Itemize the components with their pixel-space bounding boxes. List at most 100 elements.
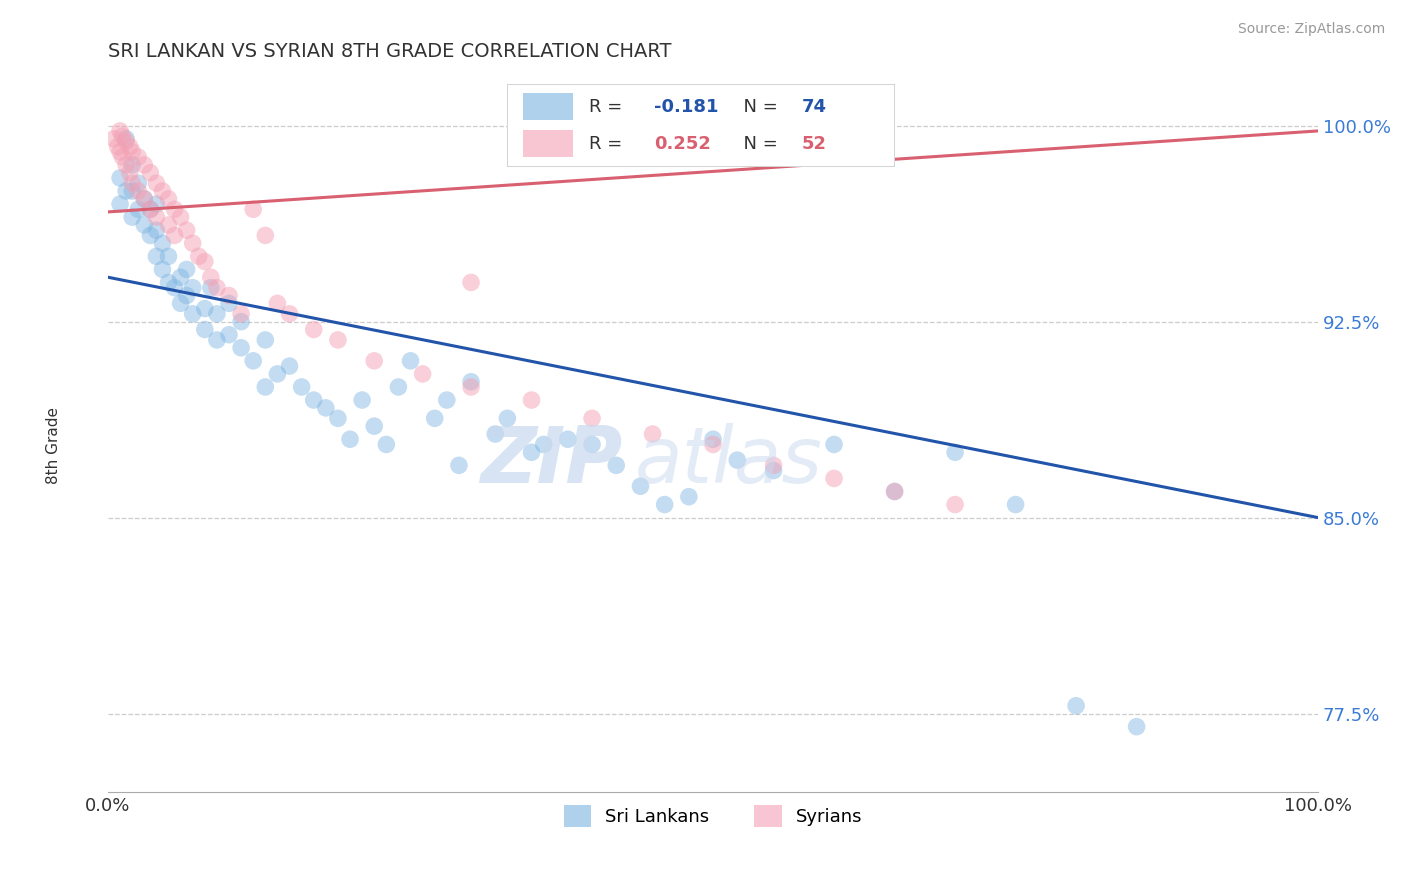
Point xyxy=(145,176,167,190)
Point xyxy=(254,380,277,394)
Point xyxy=(641,427,664,442)
Point xyxy=(145,223,167,237)
Point xyxy=(363,354,385,368)
Point xyxy=(163,202,186,217)
Point xyxy=(121,210,143,224)
Point xyxy=(399,354,422,368)
Point xyxy=(205,333,228,347)
Point xyxy=(169,296,191,310)
Point xyxy=(375,437,398,451)
Point xyxy=(254,228,277,243)
Point xyxy=(205,281,228,295)
Point xyxy=(266,367,288,381)
Point xyxy=(139,228,162,243)
Point xyxy=(460,276,482,290)
Point xyxy=(187,249,209,263)
Point xyxy=(605,458,627,473)
Point xyxy=(157,249,180,263)
Point xyxy=(115,134,138,148)
Point xyxy=(121,145,143,159)
Point xyxy=(152,236,174,251)
Point xyxy=(218,288,240,302)
Point xyxy=(127,150,149,164)
Point xyxy=(302,322,325,336)
Point xyxy=(163,281,186,295)
Point xyxy=(194,301,217,316)
Point xyxy=(108,197,131,211)
Point xyxy=(115,184,138,198)
Point xyxy=(218,327,240,342)
Point xyxy=(339,432,361,446)
Point xyxy=(423,411,446,425)
Point xyxy=(436,392,458,407)
Point xyxy=(520,445,543,459)
Point xyxy=(111,150,134,164)
Point xyxy=(725,453,748,467)
Point xyxy=(118,166,141,180)
Point xyxy=(194,254,217,268)
Point xyxy=(883,484,905,499)
Point xyxy=(194,322,217,336)
Point xyxy=(630,479,652,493)
Point xyxy=(762,458,785,473)
Point xyxy=(127,176,149,190)
Text: SRI LANKAN VS SYRIAN 8TH GRADE CORRELATION CHART: SRI LANKAN VS SYRIAN 8TH GRADE CORRELATI… xyxy=(108,42,672,61)
Point xyxy=(121,158,143,172)
Point xyxy=(1125,720,1147,734)
Point xyxy=(205,307,228,321)
Text: atlas: atlas xyxy=(634,424,823,500)
Point xyxy=(823,437,845,451)
Point xyxy=(103,132,125,146)
Point xyxy=(115,158,138,172)
Point xyxy=(581,437,603,451)
Point xyxy=(139,202,162,217)
Point xyxy=(152,184,174,198)
Point xyxy=(387,380,409,394)
Point xyxy=(157,276,180,290)
Point xyxy=(654,498,676,512)
Point xyxy=(315,401,337,415)
Point xyxy=(118,139,141,153)
Point xyxy=(139,202,162,217)
Point xyxy=(229,315,252,329)
Point xyxy=(229,307,252,321)
Point xyxy=(1064,698,1087,713)
Point xyxy=(121,184,143,198)
Point xyxy=(145,249,167,263)
Legend: Sri Lankans, Syrians: Sri Lankans, Syrians xyxy=(557,798,870,835)
Point xyxy=(176,262,198,277)
Point xyxy=(139,166,162,180)
Point xyxy=(157,192,180,206)
Point xyxy=(460,375,482,389)
Point xyxy=(484,427,506,442)
Point xyxy=(145,197,167,211)
Point xyxy=(200,270,222,285)
Point xyxy=(520,392,543,407)
Point xyxy=(326,333,349,347)
Point xyxy=(111,129,134,144)
Point xyxy=(163,228,186,243)
Point xyxy=(702,437,724,451)
Point xyxy=(218,296,240,310)
Point xyxy=(134,218,156,232)
Text: ZIP: ZIP xyxy=(479,424,623,500)
Point xyxy=(702,432,724,446)
Point xyxy=(181,236,204,251)
Point xyxy=(823,471,845,485)
Point xyxy=(108,170,131,185)
Point xyxy=(762,464,785,478)
Point xyxy=(229,341,252,355)
Point xyxy=(152,262,174,277)
Point xyxy=(447,458,470,473)
Point xyxy=(115,132,138,146)
Point xyxy=(678,490,700,504)
Point xyxy=(108,124,131,138)
Point xyxy=(460,380,482,394)
Point xyxy=(254,333,277,347)
Point xyxy=(883,484,905,499)
Point xyxy=(108,145,131,159)
Point xyxy=(176,223,198,237)
Point xyxy=(169,210,191,224)
Point xyxy=(145,210,167,224)
Point xyxy=(134,192,156,206)
